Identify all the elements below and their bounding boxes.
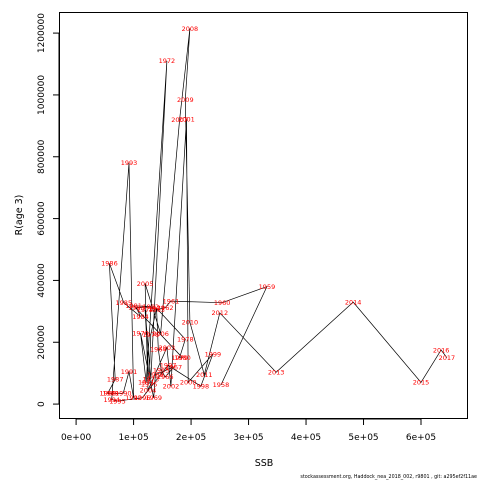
year-label-1993: 1993 bbox=[121, 159, 138, 167]
year-label-2013: 2013 bbox=[268, 369, 285, 377]
year-label-1984: 1984 bbox=[132, 313, 149, 321]
year-label-1979: 1979 bbox=[171, 354, 188, 362]
year-label-1971: 1971 bbox=[138, 379, 155, 387]
year-label-1977: 1977 bbox=[148, 305, 165, 313]
x-axis: 0e+00 1e+05 2e+05 3e+05 4e+05 5e+05 6e+05 bbox=[61, 418, 436, 443]
year-label-2001: 2001 bbox=[178, 115, 195, 123]
year-label-2007: 2007 bbox=[171, 116, 188, 124]
year-label-1992: 1992 bbox=[125, 394, 142, 402]
year-label-1998: 1998 bbox=[193, 382, 210, 390]
year-label-2016: 2016 bbox=[433, 346, 450, 354]
y-tick-label: 600000 bbox=[37, 201, 47, 236]
year-label-1996: 1996 bbox=[134, 394, 151, 402]
year-label-2000: 2000 bbox=[180, 379, 197, 387]
year-label-1985: 1985 bbox=[116, 299, 133, 307]
data-lines bbox=[107, 28, 448, 402]
year-label-1995: 1995 bbox=[109, 397, 126, 405]
year-label-2012: 2012 bbox=[212, 309, 229, 317]
year-label-2006: 2006 bbox=[152, 330, 169, 338]
year-label-1978: 1978 bbox=[177, 335, 194, 343]
y-axis: 0 200000 400000 600000 800000 1000000 1200000 bbox=[37, 13, 60, 407]
plot-frame bbox=[59, 12, 468, 419]
year-label-1982: 1982 bbox=[143, 303, 160, 311]
year-label-1973: 1973 bbox=[143, 376, 160, 384]
y-tick-label: 800000 bbox=[37, 139, 47, 174]
year-label-1988: 1988 bbox=[99, 390, 116, 398]
x-tick-label: 2e+05 bbox=[176, 433, 206, 443]
year-label-2014: 2014 bbox=[345, 298, 362, 306]
year-label-2009: 2009 bbox=[177, 96, 194, 104]
year-label-2003: 2003 bbox=[159, 344, 176, 352]
year-label-1969: 1969 bbox=[145, 394, 162, 402]
year-label-2010: 2010 bbox=[182, 318, 199, 326]
year-label-1963: 1963 bbox=[148, 306, 165, 314]
year-label-1968: 1968 bbox=[147, 371, 164, 379]
year-label-2011: 2011 bbox=[196, 371, 213, 379]
y-tick-label: 1200000 bbox=[37, 13, 47, 53]
year-label-1994: 1994 bbox=[103, 396, 120, 404]
footer-note: stockassessment.org, Haddock_nea_2018_00… bbox=[300, 474, 477, 480]
year-label-1987: 1987 bbox=[107, 376, 124, 384]
y-tick-label: 1000000 bbox=[37, 75, 47, 115]
x-tick-label: 3e+05 bbox=[233, 433, 263, 443]
year-label-1961: 1961 bbox=[163, 297, 180, 305]
year-label-1959: 1959 bbox=[259, 283, 276, 291]
year-label-1986: 1986 bbox=[101, 260, 118, 268]
x-tick-label: 6e+05 bbox=[406, 433, 436, 443]
sr-trajectory-line bbox=[107, 28, 448, 402]
year-label-2002: 2002 bbox=[163, 382, 180, 390]
year-label-1980: 1980 bbox=[174, 354, 191, 362]
year-label-1983: 1983 bbox=[128, 304, 145, 312]
year-label-2004: 2004 bbox=[140, 386, 157, 394]
year-label-1966: 1966 bbox=[157, 373, 174, 381]
x-tick-label: 0e+00 bbox=[61, 433, 92, 443]
year-label-2005: 2005 bbox=[137, 280, 154, 288]
year-label-1981: 1981 bbox=[125, 302, 142, 310]
year-label-1991: 1991 bbox=[121, 368, 138, 376]
y-tick-label: 200000 bbox=[37, 325, 47, 360]
year-label-1997: 1997 bbox=[160, 362, 177, 370]
year-label-1972: 1972 bbox=[159, 57, 176, 65]
year-label-1989: 1989 bbox=[102, 390, 119, 398]
year-label-1999: 1999 bbox=[205, 350, 222, 358]
year-label-1965: 1965 bbox=[153, 366, 170, 374]
x-tick-label: 1e+05 bbox=[118, 433, 148, 443]
year-label-1974: 1974 bbox=[137, 306, 154, 314]
y-axis-title: R(age 3) bbox=[14, 195, 25, 236]
year-label-1967: 1967 bbox=[166, 363, 183, 371]
y-tick-label: 0 bbox=[37, 401, 47, 407]
year-label-1975: 1975 bbox=[141, 380, 158, 388]
x-axis-title: SSB bbox=[255, 458, 274, 469]
x-tick-label: 4e+05 bbox=[291, 433, 321, 443]
year-label-1976: 1976 bbox=[143, 331, 160, 339]
year-label-2008: 2008 bbox=[182, 25, 199, 33]
year-label-1958: 1958 bbox=[213, 381, 230, 389]
year-label-1970: 1970 bbox=[132, 329, 149, 337]
year-label-1962: 1962 bbox=[157, 304, 174, 312]
year-label-1990: 1990 bbox=[115, 390, 132, 398]
year-label-2017: 2017 bbox=[439, 354, 456, 362]
y-tick-label: 400000 bbox=[37, 263, 47, 298]
year-label-1960: 1960 bbox=[214, 299, 231, 307]
year-label-1964: 1964 bbox=[150, 345, 167, 353]
year-label-2015: 2015 bbox=[413, 379, 430, 387]
x-tick-label: 5e+05 bbox=[348, 433, 378, 443]
